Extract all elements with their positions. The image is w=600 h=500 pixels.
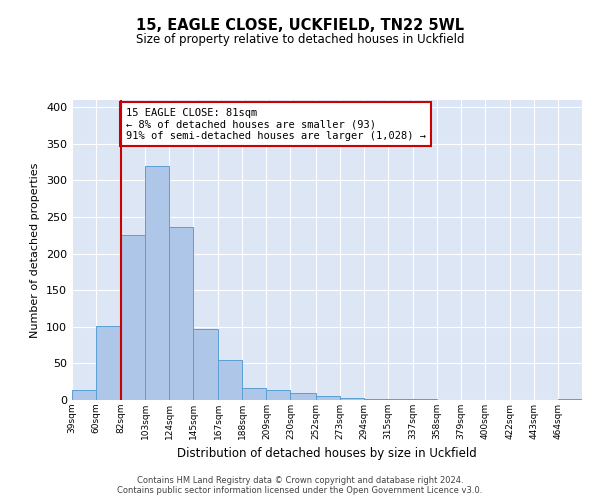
Bar [558,398,582,400]
Bar [145,166,169,400]
Bar [340,398,364,400]
Text: 15 EAGLE CLOSE: 81sqm
← 8% of detached houses are smaller (93)
91% of semi-detac: 15 EAGLE CLOSE: 81sqm ← 8% of detached h… [125,108,425,140]
Bar [193,329,218,400]
Y-axis label: Number of detached properties: Number of detached properties [31,162,40,338]
X-axis label: Distribution of detached houses by size in Uckfield: Distribution of detached houses by size … [177,448,477,460]
Text: Size of property relative to detached houses in Uckfield: Size of property relative to detached ho… [136,32,464,46]
Bar [290,394,316,400]
Bar [266,390,290,400]
Text: 15, EAGLE CLOSE, UCKFIELD, TN22 5WL: 15, EAGLE CLOSE, UCKFIELD, TN22 5WL [136,18,464,32]
Bar [364,398,388,400]
Text: Contains public sector information licensed under the Open Government Licence v3: Contains public sector information licen… [118,486,482,495]
Bar [169,226,193,400]
Bar [218,360,242,400]
Bar [316,396,340,400]
Bar [96,326,121,400]
Text: Contains HM Land Registry data © Crown copyright and database right 2024.: Contains HM Land Registry data © Crown c… [137,476,463,485]
Bar [242,388,266,400]
Bar [72,390,96,400]
Bar [121,236,145,400]
